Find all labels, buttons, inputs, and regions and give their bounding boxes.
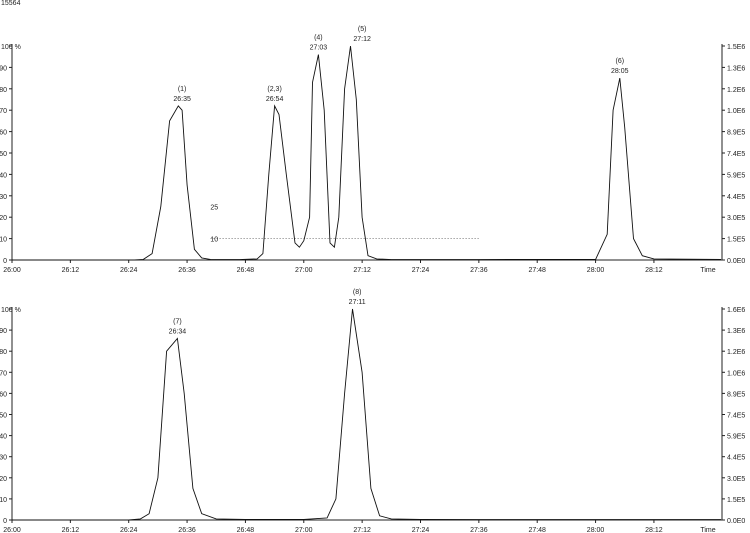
bottom-x-tick-label: 28:12: [645, 527, 663, 533]
top-x-tick-label: 27:24: [412, 267, 430, 274]
top-peak-time: 26:35: [173, 96, 191, 103]
bottom-y-tick-label: 10: [0, 497, 7, 504]
top-y-tick-label: 20: [0, 215, 7, 222]
bottom-y-tick-label: 30: [0, 455, 7, 462]
bottom-x-tick-label: 27:12: [353, 527, 371, 533]
bottom-y-tick-label: 80: [0, 349, 7, 356]
top-x-tick-label: 27:48: [528, 267, 546, 274]
top-y-right-tick-label: 1.5E5: [727, 237, 745, 244]
top-y-right-tick-label: 1.5E6: [727, 44, 745, 51]
bottom-x-tick-label: 26:24: [120, 527, 138, 533]
bottom-y-tick-label: 60: [0, 391, 7, 398]
top-x-tick-label: 26:12: [62, 267, 80, 274]
bottom-peak-time: 27:11: [349, 299, 366, 306]
top-y-right-tick-label: 7.4E5: [727, 151, 745, 158]
bottom-y-tick-label: 0: [3, 518, 7, 525]
bottom-x-tick-label: 28:00: [587, 527, 605, 533]
top-x-tick-label: 28:00: [587, 267, 605, 274]
top-peak-label: (1): [178, 86, 187, 93]
chart-id-label: 15564: [1, 0, 21, 7]
top-y-tick-label: 0: [3, 258, 7, 265]
top-y-tick-label: 80: [0, 87, 7, 94]
bottom-y-right-tick-label: 8.9E5: [727, 391, 745, 398]
top-y-tick-label: 90: [0, 65, 7, 72]
top-extra-label: 25: [210, 205, 218, 212]
top-y-right-tick-label: 1.2E6: [727, 87, 745, 94]
bottom-peak-label: (7): [173, 319, 182, 326]
top-y-tick-label: 30: [0, 194, 7, 201]
bottom-x-tick-label: 26:00: [3, 527, 21, 533]
top-series-line: [12, 45, 722, 261]
bottom-y-right-tick-label: 1.5E5: [727, 497, 745, 504]
bottom-y-right-tick-label: 1.6E6: [727, 307, 745, 314]
top-x-tick-label: 26:48: [237, 267, 255, 274]
top-y-right-tick-label: 1.0E6: [727, 108, 745, 115]
top-x-tick-label: 26:00: [3, 267, 21, 274]
top-x-tick-label: 26:36: [178, 267, 196, 274]
bottom-y-right-tick-label: 1.3E6: [727, 328, 745, 335]
top-y-tick-label: 60: [0, 130, 7, 137]
bottom-y-top-label: 100 %: [1, 307, 21, 314]
bottom-y-right-tick-label: 1.2E6: [727, 349, 745, 356]
top-y-right-tick-label: 8.9E5: [727, 130, 745, 137]
bottom-y-right-tick-label: 5.9E5: [727, 434, 745, 441]
top-peak-label: (6): [616, 58, 625, 65]
top-peak-time: 26:54: [266, 96, 284, 103]
top-x-tick-label: 27:00: [295, 267, 313, 274]
top-peak-label: (5): [358, 26, 367, 33]
top-y-right-tick-label: 5.9E5: [727, 172, 745, 179]
top-peak-time: 27:12: [353, 36, 371, 43]
bottom-y-tick-label: 40: [0, 434, 7, 441]
bottom-x-tick-label: 27:36: [470, 527, 488, 533]
top-y-right-tick-label: 0.0E0: [727, 258, 745, 265]
bottom-y-tick-label: 70: [0, 370, 7, 377]
bottom-y-tick-label: 50: [0, 413, 7, 420]
bottom-x-tick-label: 26:12: [62, 527, 80, 533]
bottom-x-tick-label: 26:36: [178, 527, 196, 533]
bottom-y-right-tick-label: 1.0E6: [727, 370, 745, 377]
top-x-tick-label: 27:36: [470, 267, 488, 274]
top-y-tick-label: 50: [0, 151, 7, 158]
bottom-x-tick-label: 27:24: [412, 527, 430, 533]
top-y-right-tick-label: 3.0E5: [727, 215, 745, 222]
top-extra-label: 10: [210, 237, 218, 244]
bottom-x-tick-label: 26:48: [237, 527, 255, 533]
top-x-tick-label: 26:24: [120, 267, 138, 274]
top-peak-label: (2,3): [267, 86, 281, 93]
bottom-y-tick-label: 20: [0, 476, 7, 483]
top-y-right-tick-label: 4.4E5: [727, 194, 745, 201]
bottom-x-tick-label: 27:00: [295, 527, 313, 533]
top-x-tick-label: 28:12: [645, 267, 663, 274]
bottom-y-tick-label: 90: [0, 328, 7, 335]
bottom-series-line: [12, 308, 721, 521]
top-y-tick-label: 70: [0, 108, 7, 115]
top-peak-time: 28:05: [611, 68, 629, 75]
top-y-tick-label: 40: [0, 172, 7, 179]
bottom-x-axis-label: Time: [700, 527, 715, 533]
top-y-top-label: 100 %: [1, 44, 21, 51]
bottom-y-right-tick-label: 3.0E5: [727, 476, 745, 483]
bottom-y-right-tick-label: 0.0E0: [727, 518, 745, 525]
bottom-y-right-tick-label: 7.4E5: [727, 413, 745, 420]
bottom-y-right-tick-label: 4.4E5: [727, 455, 745, 462]
top-y-right-tick-label: 1.3E6: [727, 65, 745, 72]
bottom-peak-time: 26:34: [169, 329, 187, 336]
top-x-axis-label: Time: [700, 267, 715, 274]
bottom-peak-label: (8): [353, 289, 362, 296]
top-y-tick-label: 10: [0, 237, 7, 244]
top-peak-time: 27:03: [310, 45, 328, 52]
bottom-x-tick-label: 27:48: [528, 527, 546, 533]
top-peak-label: (4): [314, 35, 323, 42]
top-x-tick-label: 27:12: [353, 267, 371, 274]
